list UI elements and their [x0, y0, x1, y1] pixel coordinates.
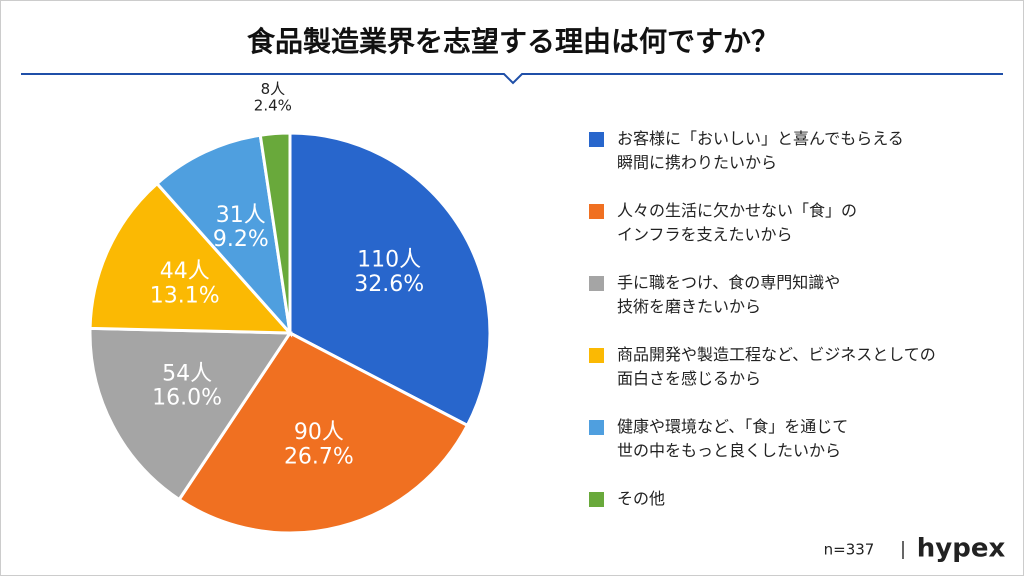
pie-slice — [177, 331, 470, 535]
pie-slice — [88, 181, 294, 335]
value-label: 110人 — [357, 248, 421, 273]
legend-swatch — [589, 492, 604, 507]
legend-item: その他 — [589, 487, 1009, 559]
legend-label: その他 — [617, 489, 666, 508]
legend-swatch — [589, 420, 604, 435]
percent-label: 16.0% — [152, 386, 222, 411]
pie-slice — [154, 133, 293, 338]
value-label: 8人 — [261, 80, 286, 98]
legend-item: 商品開発や製造工程など、ビジネスとしての 面白さを感じるから — [589, 343, 1009, 415]
legend-label: お客様に「おいしい」と喜んでもらえる 瞬間に携わりたいから — [617, 129, 904, 172]
legend-item: 人々の生活に欠かせない「食」の インフラを支えたいから — [589, 199, 1009, 271]
legend-label: 人々の生活に欠かせない「食」の インフラを支えたいから — [617, 201, 858, 244]
percent-label: 13.1% — [150, 283, 220, 308]
legend: お客様に「おいしい」と喜んでもらえる 瞬間に携わりたいから 人々の生活に欠かせない… — [589, 127, 1009, 559]
value-label: 54人 — [162, 361, 212, 386]
title-underline — [21, 73, 1003, 85]
pie-slice — [258, 131, 292, 334]
percent-label: 2.4% — [254, 96, 292, 114]
legend-label: 手に職をつけ、食の専門知識や 技術を磨きたいから — [617, 273, 841, 316]
pie-slice — [288, 131, 492, 428]
legend-swatch — [589, 348, 604, 363]
legend-swatch — [589, 276, 604, 291]
pie-slice — [88, 326, 293, 502]
percent-label: 9.2% — [213, 227, 269, 252]
chart-title: 食品製造業界を志望する理由は何ですか？ — [247, 25, 779, 58]
legend-label: 商品開発や製造工程など、ビジネスとしての 面白さを感じるから — [617, 345, 936, 388]
percent-label: 26.7% — [284, 444, 354, 469]
brand-logo: hypex — [917, 534, 1006, 564]
legend-item: 健康や環境など、「食」を通じて 世の中をもっと良くしたいから — [589, 415, 1009, 487]
legend-item: 手に職をつけ、食の専門知識や 技術を磨きたいから — [589, 271, 1009, 343]
value-label: 90人 — [294, 420, 344, 445]
legend-item: お客様に「おいしい」と喜んでもらえる 瞬間に携わりたいから — [589, 127, 1009, 199]
legend-label: 健康や環境など、「食」を通じて 世の中をもっと良くしたいから — [617, 417, 849, 460]
percent-label: 32.6% — [354, 272, 424, 297]
value-label: 31人 — [216, 203, 266, 228]
sample-size: n=337 — [824, 541, 875, 559]
value-label: 44人 — [160, 259, 210, 284]
legend-swatch — [589, 204, 604, 219]
legend-swatch — [589, 132, 604, 147]
